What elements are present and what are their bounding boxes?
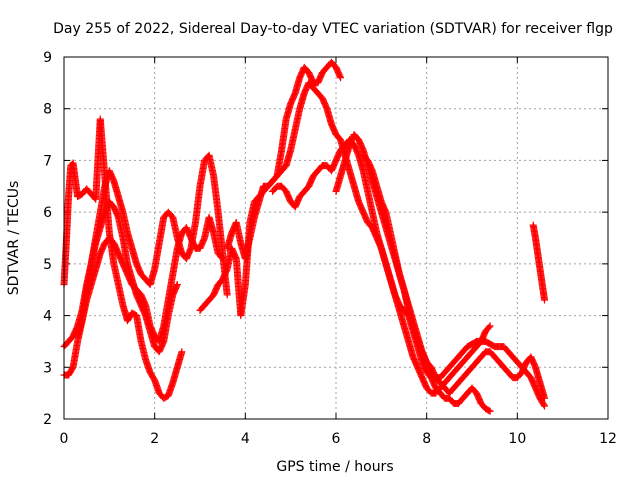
x-tick-label: 0 [60,431,69,447]
data-point [178,348,186,356]
y-axis-title: SDTVAR / TECUs [6,181,22,296]
y-tick-label: 7 [43,153,52,169]
x-tick-label: 6 [332,431,341,447]
x-tick-label: 2 [150,431,159,447]
y-tick-label: 5 [43,257,52,273]
chart-title: Day 255 of 2022, Sidereal Day-to-day VTE… [53,21,613,37]
y-tick-label: 3 [43,360,52,376]
x-axis-title: GPS time / hours [276,459,393,475]
x-axis-ticks: 0 2 4 6 8 10 12 [60,57,617,447]
y-tick-label: 9 [43,50,52,66]
y-tick-label: 6 [43,205,52,221]
data-points [60,58,549,415]
x-tick-label: 10 [508,431,526,447]
x-tick-label: 4 [241,431,250,447]
y-tick-label: 4 [43,309,52,325]
x-tick-label: 12 [599,431,617,447]
y-tick-label: 8 [43,102,52,118]
x-tick-label: 8 [422,431,431,447]
y-tick-label: 2 [43,412,52,428]
